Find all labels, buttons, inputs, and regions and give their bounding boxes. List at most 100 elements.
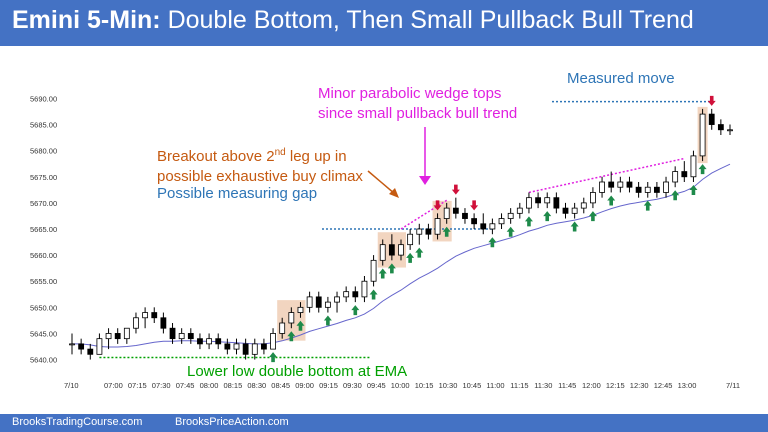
candle-body-25 <box>297 306 304 313</box>
y-tick-label-7: 5675.00 <box>30 173 57 182</box>
x-tick-label-4: 07:45 <box>176 381 195 390</box>
candle-body-47 <box>498 218 505 225</box>
footer-left-link[interactable]: BrooksTradingCourse.com <box>12 416 143 428</box>
title-rest: Double Bottom, Then Small Pullback Bull … <box>167 6 694 34</box>
candlestick-chart: 5640.00 5645.00 5650.00 5655.00 5660.00 5665.… <box>30 94 740 390</box>
bear-arrow-42 <box>451 184 460 195</box>
bull-arrow-59 <box>607 195 616 206</box>
title-bold: Emini 5-Min: <box>12 6 161 34</box>
candle-body-36 <box>398 244 404 256</box>
candle-body-50 <box>526 197 532 209</box>
bull-arrow-57 <box>588 211 597 222</box>
candle-body-17 <box>224 343 231 350</box>
candle-body-15 <box>206 338 212 345</box>
x-tick-label-14: 10:15 <box>415 381 434 390</box>
footer-right-link[interactable]: BrooksPriceAction.com <box>175 416 289 428</box>
footer-bar: BrooksTradingCourse.com BrooksPriceActio… <box>0 414 768 432</box>
breakout-label: Breakout above 2nd leg up in possible ex… <box>157 143 363 187</box>
candle-body-3 <box>96 338 103 355</box>
breakout-pointer-shaft <box>367 170 396 195</box>
candle-body-13 <box>187 333 194 340</box>
candle-body-60 <box>617 181 624 188</box>
y-tick-label-3: 5655.00 <box>30 277 57 286</box>
x-tick-label-11: 09:30 <box>343 381 362 390</box>
candle-body-11 <box>169 327 176 340</box>
bull-arrow-66 <box>671 190 680 201</box>
candle-body-23 <box>279 322 286 334</box>
bull-arrow-31 <box>351 305 360 316</box>
x-tick-label-23: 12:30 <box>630 381 649 390</box>
candle-body-7 <box>133 317 139 329</box>
candle-body-19 <box>242 343 249 355</box>
bull-arrow-38 <box>415 247 424 258</box>
candle-body-62 <box>635 186 642 193</box>
x-tick-label-9: 09:00 <box>295 381 314 390</box>
candle-body-52 <box>544 197 551 204</box>
candle-body-2 <box>87 348 94 355</box>
wedge-label-line2: since small pullback bull trend <box>318 105 518 122</box>
measuring-gap-label: Possible measuring gap <box>157 185 318 202</box>
breakout-text-sup: nd <box>274 147 286 158</box>
candle-body-31 <box>352 291 359 298</box>
x-tick-label-7: 08:30 <box>247 381 266 390</box>
candle-body-41 <box>443 207 450 219</box>
x-tick-label-21: 12:00 <box>582 381 601 390</box>
x-tick-label-17: 11:00 <box>486 381 504 390</box>
candle-body-1 <box>78 343 85 350</box>
bull-arrow-28 <box>323 315 332 326</box>
candle-body-26 <box>306 296 313 308</box>
bull-arrow-25 <box>296 320 305 331</box>
y-tick-label-10: 5690.00 <box>30 94 57 103</box>
y-tick-label-8: 5680.00 <box>30 147 57 156</box>
x-tick-label-0: 7/10 <box>64 381 79 390</box>
breakout-text-b: leg up in <box>285 148 347 165</box>
bull-arrow-41 <box>442 226 451 237</box>
x-tick-label-3: 07:30 <box>152 381 171 390</box>
x-tick-label-15: 10:30 <box>439 381 458 390</box>
candle-body-59 <box>608 181 615 188</box>
candle-body-33 <box>370 259 377 282</box>
candle-body-43 <box>462 212 468 219</box>
candle-body-68 <box>690 155 697 178</box>
bull-arrow-35 <box>387 263 396 274</box>
x-tick-label-22: 12:15 <box>606 381 625 390</box>
candle-body-38 <box>416 228 423 235</box>
candle-body-57 <box>590 192 596 204</box>
bear-arrow-70 <box>707 95 716 106</box>
candle-body-18 <box>233 343 240 350</box>
candle-body-71 <box>717 124 724 131</box>
wedge-label-line1: Minor parabolic wedge tops <box>318 85 502 102</box>
bull-arrow-63 <box>643 200 652 211</box>
double-bottom-label: Lower low double bottom at EMA <box>187 363 408 380</box>
bear-arrow-40 <box>433 200 442 211</box>
candle-body-37 <box>407 233 414 246</box>
candle-body-54 <box>562 207 569 214</box>
bull-arrow-33 <box>369 289 378 300</box>
y-tick-label-5: 5665.00 <box>30 225 57 234</box>
bull-arrow-22 <box>269 352 278 363</box>
candle-body-29 <box>334 296 340 303</box>
candle-body-72 <box>727 129 733 132</box>
x-tick-label-24: 12:45 <box>654 381 673 390</box>
x-tick-label-5: 08:00 <box>200 381 219 390</box>
title-bar: Emini 5-Min: Double Bottom, Then Small P… <box>0 0 768 46</box>
breakout-label-line1: Breakout above 2nd leg up in <box>157 143 363 167</box>
candle-body-28 <box>324 301 331 308</box>
candle-body-12 <box>178 333 185 340</box>
candle-body-21 <box>261 343 267 350</box>
measured-move-label: Measured move <box>567 70 675 87</box>
x-tick-label-25: 13:00 <box>678 381 697 390</box>
y-tick-label-2: 5650.00 <box>30 303 57 312</box>
x-tick-label-6: 08:15 <box>224 381 243 390</box>
candle-body-55 <box>571 207 578 214</box>
candle-body-32 <box>361 280 368 298</box>
candle-body-5 <box>114 333 121 340</box>
candle-body-24 <box>288 312 295 324</box>
candle-body-40 <box>434 218 441 235</box>
candle-body-53 <box>553 197 560 209</box>
candle-body-58 <box>599 181 605 193</box>
candle-body-14 <box>197 338 203 345</box>
x-tick-label-16: 10:45 <box>463 381 482 390</box>
candle-body-67 <box>681 171 688 178</box>
candle-body-4 <box>105 333 112 340</box>
